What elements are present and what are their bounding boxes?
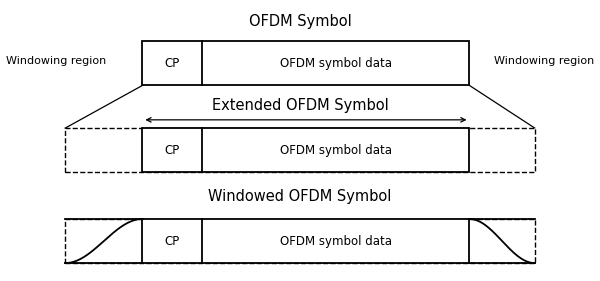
Text: CP: CP	[164, 57, 180, 70]
Bar	[65, 219, 535, 263]
Bar	[142, 219, 469, 263]
Text: OFDM Symbol: OFDM Symbol	[248, 14, 352, 29]
Text: OFDM symbol data: OFDM symbol data	[280, 144, 392, 157]
Bar	[142, 41, 469, 85]
Text: Extended OFDM Symbol: Extended OFDM Symbol	[212, 98, 388, 113]
Text: OFDM symbol data: OFDM symbol data	[280, 57, 392, 70]
Bar	[142, 128, 469, 172]
Bar	[65, 128, 535, 172]
Text: CP: CP	[164, 144, 180, 157]
Text: CP: CP	[164, 235, 180, 248]
Text: Windowed OFDM Symbol: Windowed OFDM Symbol	[208, 189, 392, 204]
Text: Windowing region: Windowing region	[6, 56, 106, 66]
Text: OFDM symbol data: OFDM symbol data	[280, 235, 392, 248]
Text: Windowing region: Windowing region	[494, 56, 594, 66]
